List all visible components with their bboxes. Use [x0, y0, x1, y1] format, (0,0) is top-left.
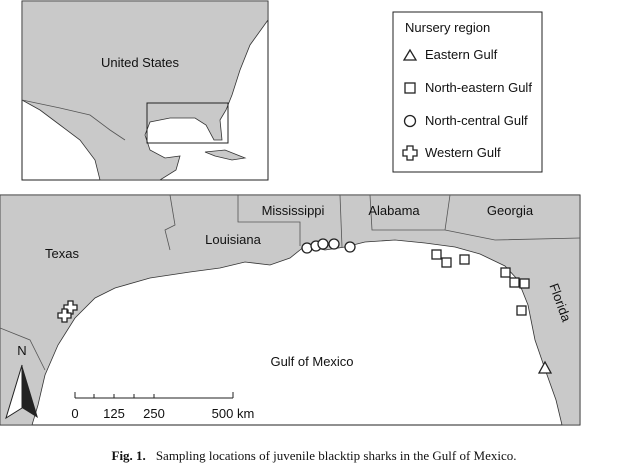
caption-text: Sampling locations of juvenile blacktip … [156, 448, 517, 463]
scale-label: 500 km [212, 406, 255, 421]
land [0, 194, 581, 426]
border [21, 99, 126, 141]
legend-frame [392, 11, 543, 173]
state-label: Louisiana [205, 232, 261, 247]
north-label: N [17, 343, 26, 358]
legend-square [404, 82, 416, 94]
inset-map: United States [21, 0, 269, 181]
square-marker [509, 277, 520, 288]
caption-label: Fig. 1. [112, 448, 146, 463]
state-label: Mississippi [262, 203, 325, 218]
legend-triangle [402, 48, 418, 61]
inset-box [146, 102, 229, 144]
cross-marker [63, 300, 78, 315]
legend-item: Eastern Gulf [425, 47, 498, 62]
circle-marker [328, 238, 340, 250]
circle-marker [317, 238, 329, 250]
scale-label: 125 [103, 406, 125, 421]
inset-land [21, 0, 269, 181]
legend-item: Western Gulf [425, 145, 501, 160]
scale-bar: 0 125 250 500 km [71, 392, 254, 421]
legend-title: Nursery region [405, 20, 490, 35]
circle-marker [344, 241, 356, 253]
state-borders [0, 194, 581, 371]
north-arrow [5, 364, 23, 420]
legend-item: North-eastern Gulf [425, 80, 532, 95]
north-arrow [22, 365, 38, 418]
square-marker [500, 267, 511, 278]
triangle-marker [537, 360, 553, 374]
state-label: Texas [45, 246, 79, 261]
square-marker [459, 254, 470, 265]
scale-label: 0 [71, 406, 78, 421]
markers [57, 238, 553, 374]
legend-item: North-central Gulf [425, 113, 528, 128]
cross-marker [57, 308, 72, 323]
water-label: Gulf of Mexico [270, 354, 353, 369]
square-marker [519, 278, 530, 289]
caption: Fig. 1. Sampling locations of juvenile bl… [112, 448, 517, 463]
legend: Nursery region Eastern Gulf North-easter… [392, 11, 543, 173]
legend-circle [403, 114, 417, 128]
circle-marker [301, 242, 313, 254]
square-marker [516, 305, 527, 316]
legend-cross [402, 145, 418, 161]
main-map: Mississippi Alabama Georgia Louisiana Te… [0, 194, 581, 426]
square-marker [431, 249, 442, 260]
state-label: Georgia [487, 203, 534, 218]
scale-label: 250 [143, 406, 165, 421]
state-label: Alabama [368, 203, 420, 218]
cuba [204, 149, 247, 161]
inset-label: United States [101, 55, 180, 70]
square-marker [441, 257, 452, 268]
